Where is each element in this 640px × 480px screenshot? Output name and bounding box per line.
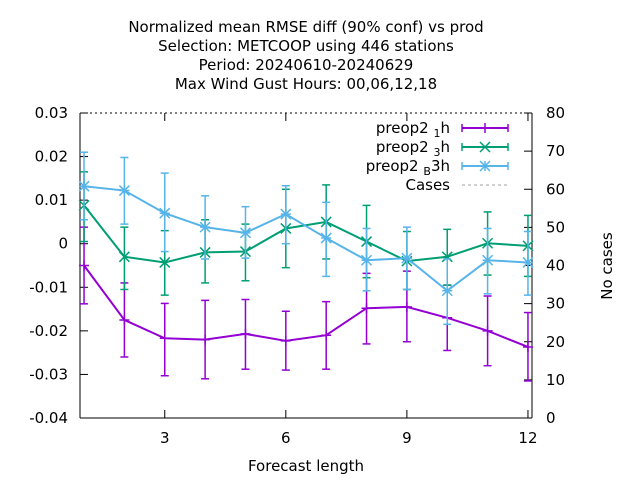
- legend-label-main: preop2: [366, 157, 419, 175]
- point-marker: [441, 285, 453, 297]
- chart-title-line-2: Selection: METCOOP using 446 stations: [158, 37, 454, 55]
- point-marker: [159, 207, 171, 219]
- y2-axis-label: No cases: [598, 232, 616, 300]
- legend-label: preop2 1h: [376, 119, 450, 140]
- legend-label-sub: B: [423, 165, 431, 178]
- point-marker: [240, 328, 251, 339]
- legend-label-sub: 3: [433, 146, 440, 159]
- point-marker: [401, 301, 412, 312]
- point-marker: [280, 208, 292, 220]
- chart-title-line-3: Period: 20240610-20240629: [199, 56, 414, 74]
- legend-item-1: preop2 3h: [376, 138, 509, 159]
- legend-label-tail: h: [440, 119, 450, 137]
- y2-tick-label: 60: [546, 180, 565, 198]
- y-tick-label: 0.03: [35, 104, 68, 122]
- point-marker: [78, 180, 90, 192]
- chart-title-line-4: Max Wind Gust Hours: 00,06,12,18: [175, 75, 437, 93]
- series-layer: [78, 151, 534, 382]
- legend-label-tail: h: [440, 138, 450, 156]
- point-marker: [401, 252, 413, 264]
- legend-item-0: preop2 1h: [376, 119, 509, 140]
- point-marker: [200, 334, 211, 345]
- legend-label-main: preop2: [376, 119, 429, 137]
- point-marker: [361, 254, 373, 266]
- x-tick-label: 6: [281, 429, 291, 447]
- y2-tick-label: 50: [546, 218, 565, 236]
- point-marker: [361, 303, 372, 314]
- x-tick-label: 3: [160, 429, 170, 447]
- legend-item-3: Cases: [405, 176, 508, 194]
- y2-tick-label: 20: [546, 333, 565, 351]
- point-marker: [159, 333, 170, 344]
- series-0: [79, 226, 533, 382]
- legend-item-2: preop2 B3h: [366, 157, 509, 178]
- y-tick-label: -0.01: [29, 278, 68, 296]
- y2-tick-label: 70: [546, 142, 565, 160]
- series-line: [83, 264, 529, 348]
- point-marker: [159, 256, 171, 268]
- point-marker: [482, 325, 493, 336]
- y2-tick-label: 40: [546, 257, 565, 275]
- y2-tick-label: 10: [546, 371, 565, 389]
- y2-tick-label: 30: [546, 295, 565, 313]
- legend-label-main: Cases: [405, 176, 450, 194]
- point-marker: [482, 254, 494, 266]
- legend-label-sub: 1: [433, 127, 440, 140]
- point-marker: [118, 185, 130, 197]
- y2-tick-label: 80: [546, 104, 565, 122]
- point-marker: [199, 221, 211, 233]
- y2-tick-label: 0: [546, 409, 556, 427]
- x-axis-label: Forecast length: [248, 457, 364, 475]
- point-marker: [320, 232, 332, 244]
- legend-label-tail: 3h: [431, 157, 450, 175]
- x-tick-label: 9: [402, 429, 412, 447]
- y-tick-label: -0.02: [29, 322, 68, 340]
- y-tick-label: 0: [58, 235, 68, 253]
- point-marker: [239, 227, 251, 239]
- legend-label: preop2 B3h: [366, 157, 450, 178]
- point-marker: [479, 160, 491, 172]
- point-marker: [479, 141, 491, 153]
- point-marker: [522, 341, 533, 352]
- x-tick-label: 12: [518, 429, 537, 447]
- point-marker: [79, 260, 90, 271]
- y-tick-label: -0.03: [29, 365, 68, 383]
- legend-label: Cases: [405, 176, 450, 194]
- point-marker: [480, 123, 490, 133]
- point-marker: [280, 335, 291, 346]
- series-line: [83, 185, 529, 293]
- axis-ticks: -0.04 -0.03 -0.02 -0.01 0 0.01 0.02 0.03 0 10 20 30…: [29, 104, 565, 447]
- y-tick-label: -0.04: [29, 409, 68, 427]
- y-tick-label: 0.02: [35, 148, 68, 166]
- point-marker: [321, 330, 332, 341]
- y-tick-label: 0.01: [35, 191, 68, 209]
- point-marker: [441, 251, 453, 263]
- legend-label-main: preop2: [376, 138, 429, 156]
- legend-label: preop2 3h: [376, 138, 450, 159]
- chart-title-line-1: Normalized mean RMSE diff (90% conf) vs …: [128, 18, 483, 36]
- series-2: [78, 151, 534, 326]
- point-marker: [118, 251, 130, 263]
- point-marker: [522, 256, 534, 268]
- point-marker: [119, 314, 130, 325]
- series-line: [83, 204, 529, 264]
